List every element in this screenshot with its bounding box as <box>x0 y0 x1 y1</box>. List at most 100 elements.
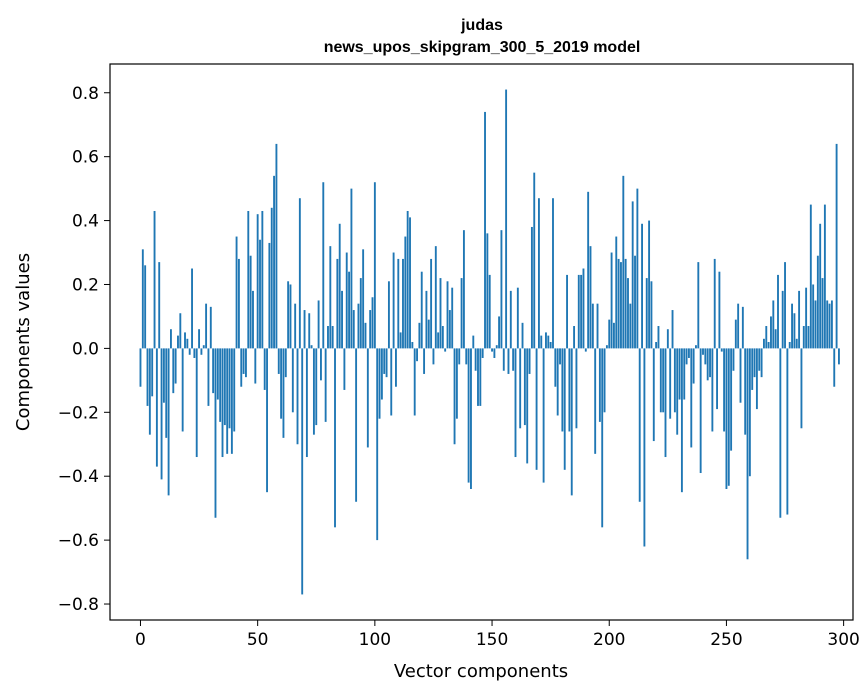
bar-191 <box>587 191 590 349</box>
bar-162 <box>519 348 522 429</box>
x-tick-label-0: 0 <box>135 630 146 650</box>
bar-53 <box>263 348 266 390</box>
bar-280 <box>795 338 798 349</box>
bar-59 <box>277 348 280 374</box>
bar-223 <box>662 348 665 413</box>
bar-142 <box>472 335 475 349</box>
bar-263 <box>755 348 758 410</box>
bar-60 <box>280 348 283 419</box>
bar-292 <box>823 204 826 349</box>
x-tick-label-150: 150 <box>476 630 508 650</box>
bar-253 <box>732 348 735 371</box>
bar-274 <box>781 290 784 349</box>
bar-6 <box>153 210 156 349</box>
bar-108 <box>392 252 395 349</box>
bar-83 <box>334 348 336 528</box>
bar-51 <box>259 239 261 349</box>
bar-248 <box>720 348 723 352</box>
bar-224 <box>664 348 667 458</box>
bar-29 <box>207 348 210 406</box>
bar-44 <box>242 348 245 374</box>
bar-165 <box>526 348 529 464</box>
bar-291 <box>821 278 824 349</box>
bar-211 <box>634 255 636 349</box>
bar-220 <box>655 342 658 349</box>
bar-200 <box>608 319 611 349</box>
bar-264 <box>758 348 761 371</box>
bar-148 <box>486 233 489 349</box>
bar-192 <box>589 246 592 349</box>
bar-89 <box>348 271 351 349</box>
bar-281 <box>798 290 801 349</box>
bar-97 <box>366 348 369 448</box>
bar-231 <box>680 348 683 493</box>
bar-203 <box>615 236 618 349</box>
bar-254 <box>734 319 737 349</box>
bar-22 <box>191 268 193 349</box>
bar-55 <box>268 242 271 349</box>
bar-219 <box>652 348 655 442</box>
bar-98 <box>369 310 372 349</box>
bar-84 <box>336 258 339 349</box>
bar-133 <box>451 287 454 349</box>
bar-14 <box>172 348 175 394</box>
bar-40 <box>233 348 236 432</box>
bar-199 <box>605 345 608 349</box>
bar-42 <box>237 258 240 349</box>
bar-207 <box>624 258 627 349</box>
bar-127 <box>437 332 440 349</box>
bar-52 <box>261 210 264 349</box>
bar-166 <box>528 348 531 374</box>
bar-227 <box>671 310 674 349</box>
bar-208 <box>627 278 629 349</box>
bar-11 <box>165 348 168 438</box>
bar-76 <box>317 300 320 349</box>
bar-255 <box>737 303 740 349</box>
bar-129 <box>441 326 444 349</box>
bar-149 <box>488 274 491 349</box>
bar-139 <box>465 348 468 365</box>
bar-283 <box>802 326 805 349</box>
bar-217 <box>648 220 651 349</box>
bar-262 <box>753 348 756 378</box>
bar-176 <box>552 198 554 349</box>
bar-64 <box>289 284 292 349</box>
bar-82 <box>331 326 334 349</box>
bar-271 <box>774 329 777 349</box>
bar-134 <box>453 348 456 445</box>
bar-90 <box>350 188 353 349</box>
bar-57 <box>273 175 276 349</box>
bar-61 <box>282 348 285 438</box>
bar-282 <box>800 348 803 429</box>
bar-276 <box>786 348 789 515</box>
bar-196 <box>598 348 601 422</box>
bar-73 <box>310 345 313 349</box>
bar-272 <box>777 274 779 349</box>
bar-43 <box>240 348 243 387</box>
bar-88 <box>345 252 348 349</box>
bar-118 <box>416 348 418 362</box>
bar-3 <box>146 348 149 406</box>
y-axis-label: Components values <box>13 253 34 431</box>
bar-65 <box>291 348 294 413</box>
bar-38 <box>228 348 231 429</box>
bar-244 <box>711 348 714 432</box>
bar-109 <box>395 348 397 387</box>
bar-115 <box>409 217 411 349</box>
bar-175 <box>549 342 552 349</box>
bar-49 <box>254 348 257 384</box>
bar-232 <box>683 348 686 400</box>
bar-78 <box>322 182 325 349</box>
y-tick-label-4: 0.0 <box>72 339 99 359</box>
bar-125 <box>432 348 435 365</box>
bar-266 <box>763 338 765 349</box>
bar-111 <box>399 332 402 349</box>
bar-33 <box>216 348 219 400</box>
bar-94 <box>359 278 362 349</box>
bar-179 <box>559 348 561 365</box>
bar-195 <box>596 303 599 349</box>
bar-204 <box>617 258 620 349</box>
bar-202 <box>612 322 615 349</box>
bar-80 <box>327 326 329 349</box>
bar-137 <box>460 278 463 349</box>
